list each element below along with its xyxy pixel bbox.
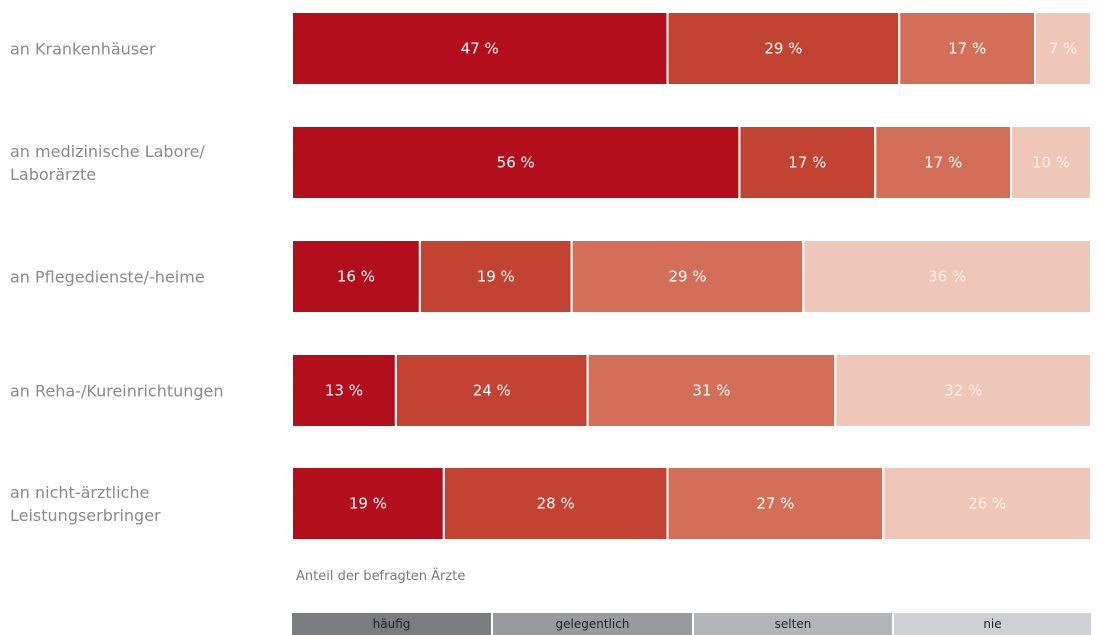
bar-segment	[418, 239, 573, 314]
bar-value-label: 29 %	[764, 40, 802, 58]
bar-value-label: 17 %	[948, 40, 986, 58]
bar-value-label: 56 %	[497, 154, 535, 172]
bar-segment	[291, 466, 445, 541]
category-label: an Krankenhäuser	[10, 40, 156, 59]
bar-value-label: 19 %	[349, 495, 387, 513]
bar-segment	[666, 11, 901, 86]
bar-segment	[666, 466, 885, 541]
bar-value-label: 28 %	[537, 495, 575, 513]
bar-segment	[738, 125, 877, 200]
bar-value-label: 36 %	[928, 268, 966, 286]
bar-value-label: 17 %	[924, 154, 962, 172]
category-label: Leistungserbringer	[10, 506, 161, 525]
bar-segment	[442, 466, 669, 541]
bar-segment	[291, 125, 741, 200]
bar-segment	[898, 11, 1037, 86]
legend-swatch	[292, 613, 491, 635]
legend-swatch	[493, 613, 692, 635]
legend-label: selten	[775, 617, 812, 631]
bar-segment	[1034, 11, 1092, 86]
bar-value-label: 27 %	[756, 495, 794, 513]
legend: häufig gelegentlich selten nie	[292, 613, 1091, 635]
bar-value-label: 7 %	[1049, 40, 1078, 58]
bar-segment	[874, 125, 1013, 200]
bar-segment	[802, 239, 1092, 314]
bar-value-label: 24 %	[473, 382, 511, 400]
bar-segment	[291, 11, 669, 86]
bar-value-label: 19 %	[477, 268, 515, 286]
bar-segment	[394, 353, 589, 428]
legend-label: gelegentlich	[556, 617, 630, 631]
bar-segment	[291, 239, 421, 314]
bar-value-label: 29 %	[668, 268, 706, 286]
bar-value-label: 13 %	[325, 382, 363, 400]
axis-note: Anteil der befragten Ärzte	[296, 568, 465, 584]
bar-value-label: 32 %	[944, 382, 982, 400]
bar-value-label: 10 %	[1032, 154, 1070, 172]
bar-value-label: 31 %	[692, 382, 730, 400]
bar-value-label: 26 %	[968, 495, 1006, 513]
category-label: an Pflegedienste/-heime	[10, 268, 205, 287]
legend-swatch	[694, 613, 892, 635]
category-label: Laborärzte	[10, 165, 96, 184]
legend-swatch	[894, 613, 1091, 635]
legend-label: nie	[983, 617, 1001, 631]
category-label: an nicht-ärztliche	[10, 483, 149, 502]
bar-value-label: 16 %	[337, 268, 375, 286]
bar-value-label: 17 %	[788, 154, 826, 172]
category-labels: an Krankenhäuser an medizinische Labore/L…	[10, 40, 224, 526]
bar-segment	[882, 466, 1093, 541]
category-label: an medizinische Labore/	[10, 142, 205, 161]
bar-segment	[291, 353, 397, 428]
category-label: an Reha-/Kureinrichtungen	[10, 382, 224, 401]
bar-value-label: 47 %	[461, 40, 499, 58]
bar-segment	[1010, 125, 1092, 200]
bar-segment	[834, 353, 1092, 428]
bar-rows: 47 % 29 % 17 % 7 % 56 % 17 % 17 % 10 % 16 % 19 % 2…	[291, 11, 1093, 541]
legend-label: häufig	[373, 617, 411, 631]
